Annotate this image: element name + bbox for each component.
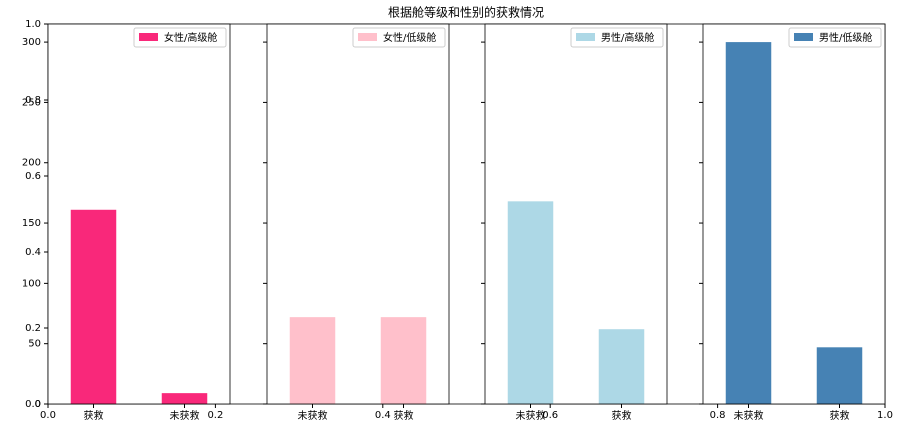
legend-swatch	[576, 33, 595, 41]
y-tick-label: 250	[22, 97, 41, 108]
bar	[507, 201, 554, 404]
legend-swatch	[139, 33, 158, 41]
x-tick-label: 获救	[612, 409, 632, 422]
legend-swatch	[794, 33, 813, 41]
x-tick-label: 0.8	[710, 410, 726, 421]
legend-swatch	[358, 33, 377, 41]
y-tick-label: 0.4	[25, 247, 41, 258]
panel-frame	[702, 23, 886, 405]
y-tick-label: 50	[28, 339, 41, 350]
x-tick-label: 0.0	[40, 410, 56, 421]
legend	[788, 27, 882, 48]
panel-frame	[484, 23, 668, 405]
bar	[161, 393, 208, 404]
x-tick-label: 0.2	[207, 410, 223, 421]
y-tick-label: 0	[35, 399, 41, 410]
bar	[70, 209, 117, 404]
bar	[598, 329, 645, 404]
y-tick-label: 1.0	[25, 19, 41, 30]
x-tick-label: 未获救	[170, 409, 200, 422]
legend-label: 女性/高级舱	[164, 31, 217, 44]
x-tick-label: 0.6	[542, 410, 558, 421]
panel-frame	[47, 23, 231, 405]
y-tick-label: 150	[22, 218, 41, 229]
panel-frame	[266, 23, 450, 405]
y-tick-label: 100	[22, 278, 41, 289]
y-tick-label: 200	[22, 158, 41, 169]
y-tick-label: 0.6	[25, 171, 41, 182]
bar	[816, 347, 863, 404]
bar	[380, 317, 427, 404]
x-tick-label: 未获救	[298, 409, 328, 422]
x-tick-label: 0.4	[375, 410, 391, 421]
legend	[133, 27, 227, 48]
legend	[352, 27, 446, 48]
x-tick-label: 获救	[84, 409, 104, 422]
y-tick-label: 0.2	[25, 323, 41, 334]
x-tick-label: 未获救	[516, 409, 546, 422]
y-tick-label: 0.0	[25, 399, 41, 410]
x-tick-label: 未获救	[734, 409, 764, 422]
bar	[725, 42, 772, 404]
legend-label: 女性/低级舱	[383, 31, 436, 44]
x-tick-label: 获救	[830, 409, 850, 422]
x-tick-label: 获救	[394, 409, 414, 422]
legend-label: 男性/高级舱	[601, 31, 654, 44]
y-tick-label: 0.8	[25, 95, 41, 106]
y-tick-label: 300	[22, 37, 41, 48]
x-tick-label: 1.0	[877, 410, 893, 421]
chart-title: 根据舱等级和性别的获救情况	[388, 5, 544, 20]
bar	[289, 317, 336, 404]
legend-label: 男性/低级舱	[819, 31, 872, 44]
legend	[570, 27, 664, 48]
